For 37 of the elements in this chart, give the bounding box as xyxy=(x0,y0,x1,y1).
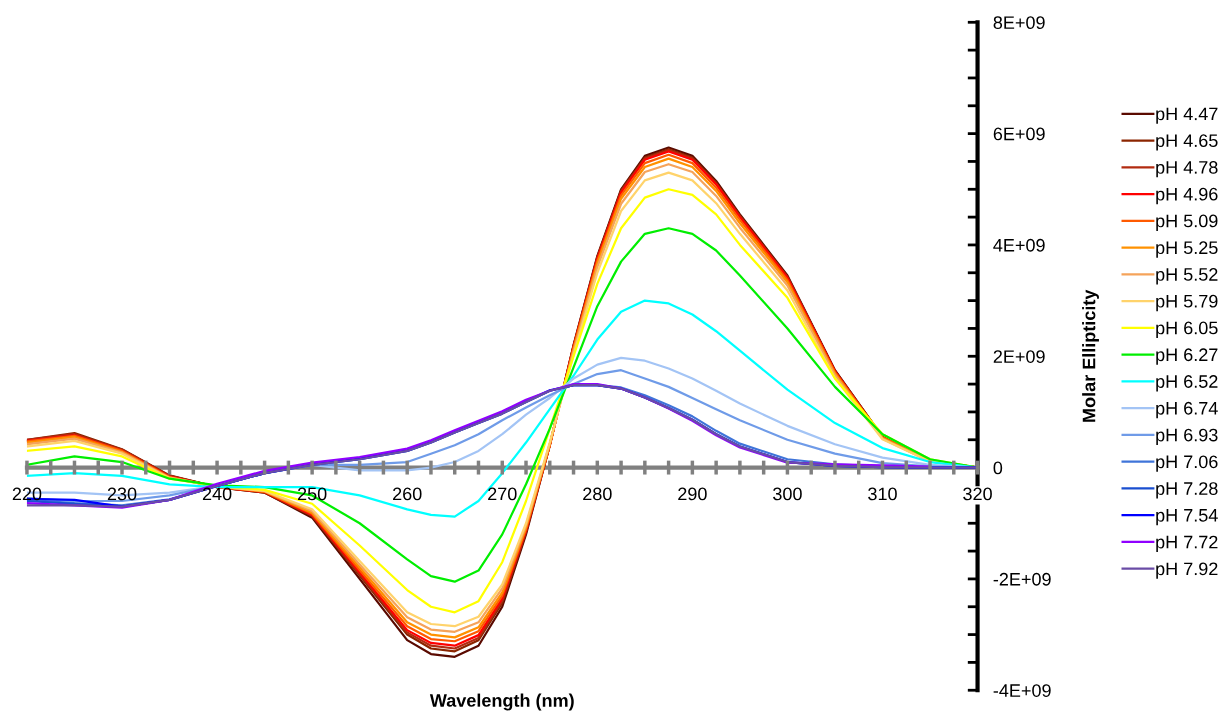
x-tick-label: 280 xyxy=(583,487,612,501)
legend-label: pH 5.79 xyxy=(1156,294,1218,312)
x-tick-label: 230 xyxy=(107,487,137,501)
legend-label: pH 4.47 xyxy=(1156,107,1218,124)
legend-label: pH 6.52 xyxy=(1156,375,1218,392)
legend-label: pH 4.78 xyxy=(1156,161,1218,178)
legend-label: pH 4.65 xyxy=(1156,134,1218,151)
legend-label: pH 6.93 xyxy=(1156,428,1218,445)
legend-label: pH 5.09 xyxy=(1156,214,1218,231)
x-tick-label: 240 xyxy=(202,487,232,501)
legend-label: pH 7.72 xyxy=(1156,535,1218,553)
y-tick-label: -4E+09 xyxy=(993,684,1051,697)
x-tick-label: 310 xyxy=(868,487,897,501)
legend-label: pH 6.74 xyxy=(1156,401,1218,419)
y-tick-label: 6E+09 xyxy=(993,127,1045,141)
legend-label: pH 7.28 xyxy=(1156,482,1218,499)
legend-label: pH 5.52 xyxy=(1156,268,1218,285)
y-tick-label: 2E+09 xyxy=(993,350,1045,363)
x-tick-label: 290 xyxy=(678,487,707,501)
y-tick-label: 4E+09 xyxy=(993,238,1045,252)
x-tick-label: 300 xyxy=(773,487,802,501)
legend-label: pH 7.54 xyxy=(1156,509,1218,526)
legend-label: pH 7.06 xyxy=(1156,455,1218,472)
x-tick-label: 320 xyxy=(963,487,992,501)
x-tick-label: 270 xyxy=(488,487,517,501)
y-tick-label: -2E+09 xyxy=(993,572,1051,586)
legend-label: pH 7.92 xyxy=(1156,562,1218,579)
legend-label: pH 4.96 xyxy=(1156,187,1218,205)
legend-label: pH 6.27 xyxy=(1156,348,1218,365)
x-tick-label: 220 xyxy=(12,487,42,501)
legend-label: pH 5.25 xyxy=(1156,241,1218,258)
x-tick-label: 260 xyxy=(393,487,422,501)
x-axis-title: Wavelength (nm) xyxy=(429,693,574,711)
legend-label: pH 6.05 xyxy=(1156,321,1218,338)
y-axis-title: Molar Ellipticity xyxy=(1082,289,1099,422)
y-tick-label: 8E+09 xyxy=(993,16,1045,30)
y-tick-label: 0 xyxy=(993,461,1003,475)
